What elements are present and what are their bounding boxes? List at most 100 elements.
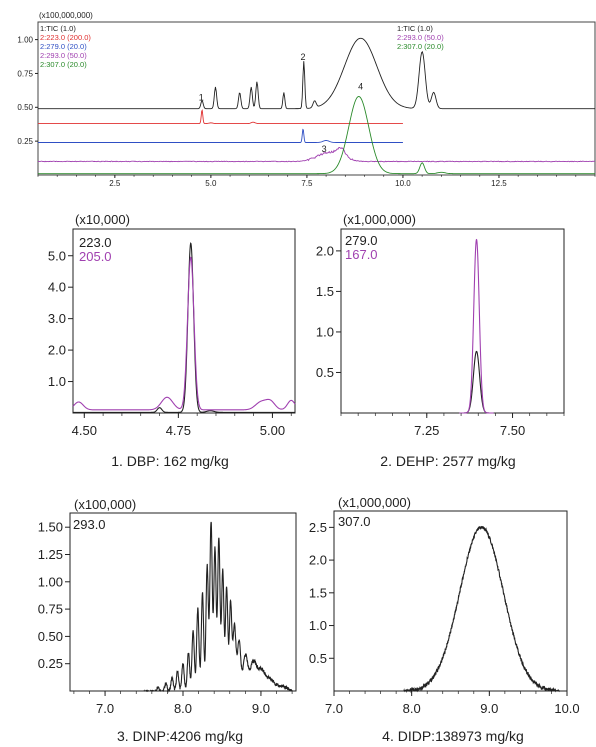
x-tick-label: 5.0 [205,179,217,188]
dinp-chart: (x100,000) 7.0 8.0 9.0 1.50 1.25 1.00 0.75 0.5… [38,497,297,744]
didp-traces [403,525,560,694]
didp-x-axis: 7.0 8.0 9.0 10.0 [325,691,580,716]
y-tick-label: 0.75 [38,602,63,617]
peak-number-label: 4 [358,82,363,92]
series-line [38,37,595,110]
peak-number-label: 2 [301,52,306,62]
tic-y-axis: 1.00 0.75 0.50 0.25 [17,35,38,146]
dehp-chart: (x1,000,000) 7.25 7.50 2.0 1.5 1.0 0.5 279.0… [316,212,565,469]
y-tick-label: 3.0 [48,311,66,326]
didp-caption: 4. DIDP:138973 mg/kg [382,728,524,744]
didp-plot-frame [333,510,568,692]
y-tick-label: 0.5 [316,365,334,380]
y-tick-label: 1.5 [316,284,334,299]
dbp-plot-frame [72,228,296,414]
tic-legend-right-item: 2:293.0 (50.0) [397,33,444,42]
dinp-y-axis: 1.50 1.25 1.00 0.75 0.50 0.25 [38,520,70,671]
peak-number-label: 1 [199,93,204,103]
dbp-y-axis: 5.0 4.0 3.0 2.0 1.0 [48,248,73,389]
series-line [459,238,494,414]
tic-legend-left-item: 2:293.0 (50.0) [40,51,87,60]
x-tick-label: 5.00 [260,423,285,438]
x-tick-label: 9.0 [480,701,498,716]
didp-legend-item: 307.0 [338,514,371,529]
tic-legend-left: 1:TIC (1.0) 2:223.0 (200.0) 2:279.0 (20.… [40,24,91,69]
dbp-caption: 1. DBP: 162 mg/kg [111,453,229,469]
y-tick-label: 1.00 [17,35,33,44]
tic-legend-left-item: 1:TIC (1.0) [40,24,76,33]
dinp-multiplier: (x100,000) [74,497,136,512]
tic-legend-right: 1:TIC (1.0) 2:293.0 (50.0) 2:307.0 (20.0… [397,24,444,51]
series-line [38,128,403,143]
y-tick-label: 5.0 [48,248,66,263]
y-tick-label: 1.0 [316,324,334,339]
dehp-caption: 2. DEHP: 2577 mg/kg [380,453,515,469]
dinp-traces [143,521,293,694]
dehp-multiplier: (x1,000,000) [343,212,416,227]
y-tick-label: 1.00 [38,574,63,589]
y-tick-label: 0.50 [17,103,33,112]
series-line [459,350,494,414]
didp-chart: (x1,000,000) 7.0 8.0 9.0 10.0 2.5 2.0 1.5 1.0 0… [309,495,580,744]
y-tick-label: 2.0 [309,553,327,568]
x-tick-label: 10.0 [395,179,411,188]
peak-number-label: 3 [322,144,327,154]
x-tick-label: 2.5 [109,179,121,188]
didp-multiplier: (x1,000,000) [338,495,411,510]
tic-traces [37,37,596,175]
x-tick-label: 4.50 [72,423,97,438]
x-tick-label: 7.25 [414,423,439,438]
dbp-legend-item: 205.0 [79,249,112,264]
tic-peak-labels: 1 2 3 4 [199,52,363,154]
dinp-legend-item: 293.0 [73,517,106,532]
tic-chart: (x100,000,000) 2.5 5.0 7.5 10.0 12.5 1.00 0.7… [17,11,596,188]
y-tick-label: 1.5 [309,585,327,600]
x-tick-label: 10.0 [554,701,579,716]
dehp-x-axis: 7.25 7.50 [340,413,565,438]
y-tick-label: 0.75 [17,69,33,78]
y-tick-label: 1.50 [38,520,63,535]
dbp-chart: (x10,000) 4.50 4.75 5.00 5.0 4.0 3.0 2.0 1.0 2… [48,212,296,469]
dehp-traces [459,238,494,414]
y-tick-label: 0.25 [38,656,63,671]
y-tick-label: 2.0 [316,243,334,258]
series-line [143,521,293,694]
dehp-y-axis: 2.0 1.5 1.0 0.5 [316,243,341,380]
y-tick-label: 1.0 [48,374,66,389]
tic-legend-left-item: 2:279.0 (20.0) [40,42,87,51]
x-tick-label: 4.75 [166,423,191,438]
y-tick-label: 1.25 [38,547,63,562]
tic-x-axis: 2.5 5.0 7.5 10.0 12.5 [37,175,596,188]
tic-legend-right-item: 1:TIC (1.0) [397,24,433,33]
series-line [38,109,403,125]
series-line [72,256,296,411]
x-tick-label: 8.0 [403,701,421,716]
dehp-legend-item: 167.0 [345,247,378,262]
dehp-plot-frame [340,228,565,414]
tic-plot-frame [37,21,596,176]
y-tick-label: 1.0 [309,618,327,633]
y-tick-label: 0.50 [38,629,63,644]
x-tick-label: 12.5 [491,179,507,188]
y-tick-label: 2.0 [48,343,66,358]
tic-legend-left-item: 2:307.0 (20.0) [40,60,87,69]
x-tick-label: 7.0 [325,701,343,716]
dbp-x-axis: 4.50 4.75 5.00 [72,413,292,438]
y-tick-label: 0.25 [17,137,33,146]
x-tick-label: 9.0 [252,701,270,716]
dehp-legend-item: 279.0 [345,233,378,248]
dbp-traces [72,242,296,413]
dbp-legend-item: 223.0 [79,235,112,250]
dinp-caption: 3. DINP:4206 mg/kg [117,728,243,744]
x-tick-label: 7.5 [301,179,313,188]
tic-multiplier: (x100,000,000) [39,11,93,20]
x-tick-label: 8.0 [174,701,192,716]
y-tick-label: 4.0 [48,280,66,295]
series-line [73,242,295,413]
didp-y-axis: 2.5 2.0 1.5 1.0 0.5 [309,520,334,666]
tic-legend-right-item: 2:307.0 (20.0) [397,42,444,51]
y-tick-label: 2.5 [309,520,327,535]
x-tick-label: 7.50 [500,423,525,438]
dbp-multiplier: (x10,000) [75,212,130,227]
